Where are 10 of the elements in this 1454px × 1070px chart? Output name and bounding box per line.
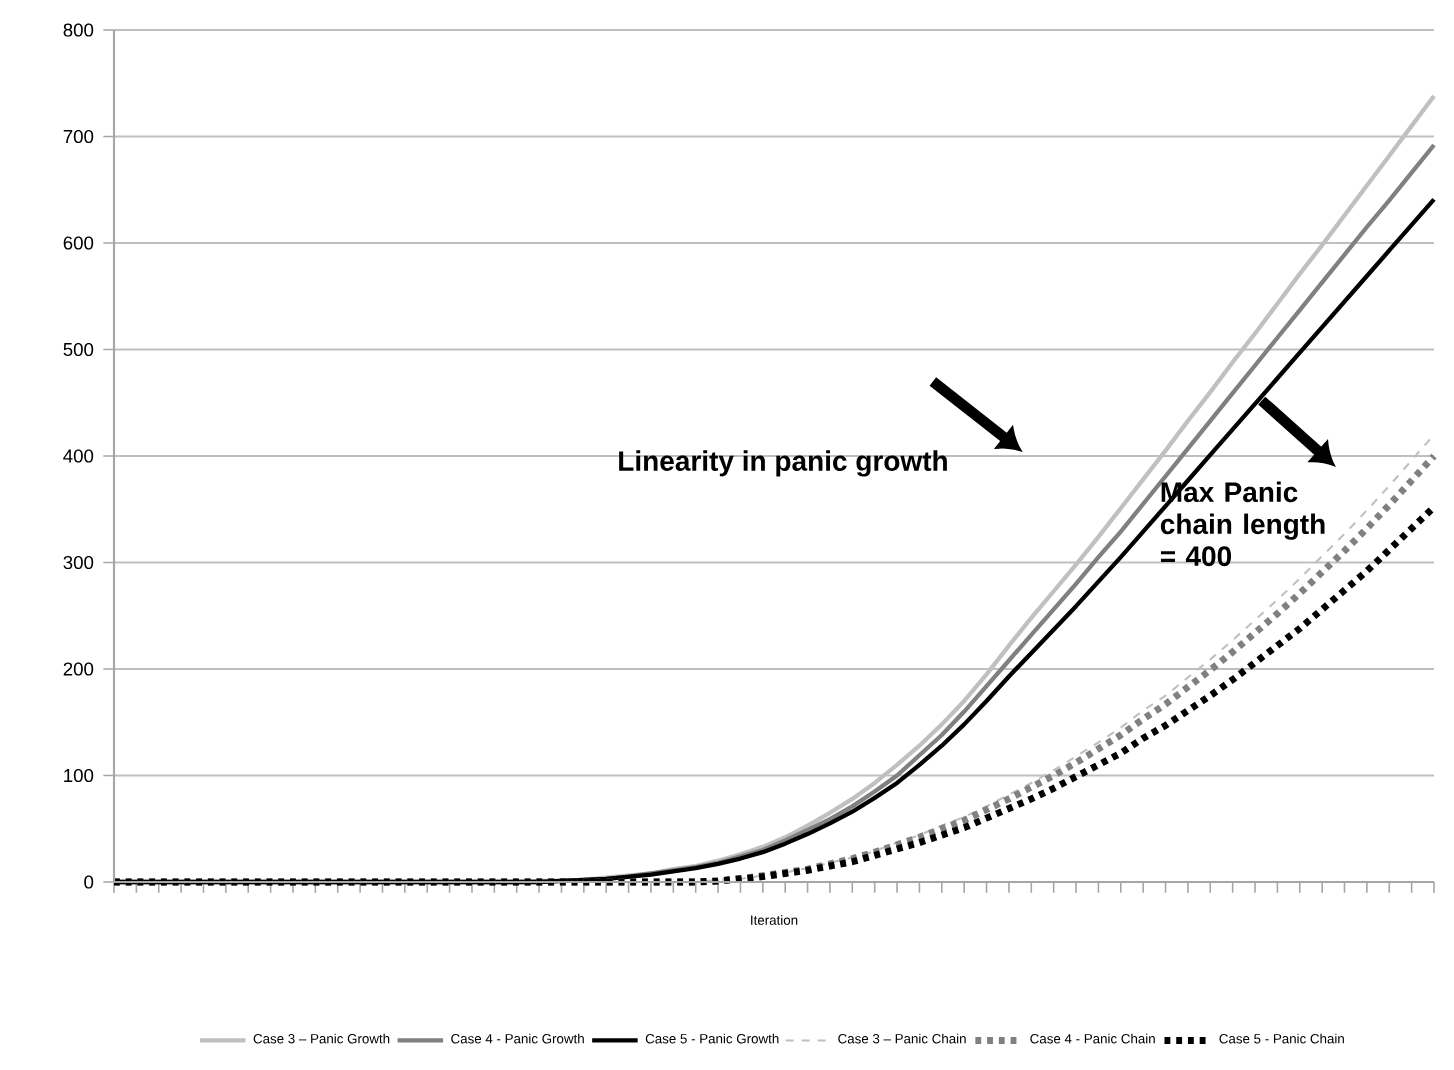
- y-tick-label: 400: [63, 449, 94, 463]
- y-tick-label: 0: [84, 875, 94, 889]
- y-tick-label: 800: [63, 23, 94, 37]
- y-tick-label: 500: [63, 342, 94, 357]
- y-tick-label: 100: [64, 768, 94, 783]
- y-tick-label: 600: [63, 236, 94, 250]
- y-tick-label: 700: [63, 129, 94, 144]
- annotation: Linearity in panic growth: [619, 450, 947, 477]
- y-tick-label: 300: [63, 555, 94, 570]
- y-tick-label: 200: [63, 662, 94, 676]
